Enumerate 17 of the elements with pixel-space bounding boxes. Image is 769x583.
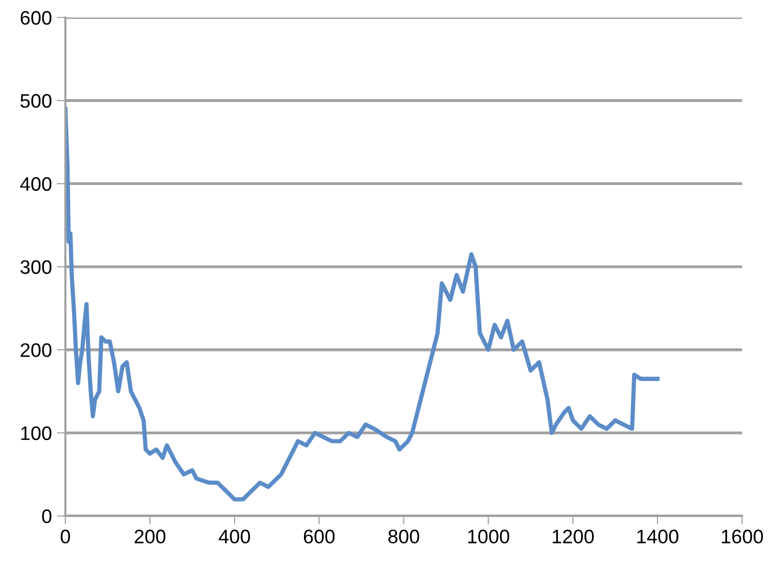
x-tick-label: 400 bbox=[218, 530, 250, 544]
x-tick-label: 1200 bbox=[552, 530, 594, 544]
y-tick-label: 300 bbox=[20, 260, 52, 274]
x-tick-label: 1000 bbox=[468, 530, 510, 544]
y-tick-label: 400 bbox=[20, 177, 52, 191]
x-tick-label: 1600 bbox=[722, 530, 763, 544]
y-tick-label: 600 bbox=[20, 10, 52, 25]
line-series bbox=[65, 106, 660, 502]
x-tick-label: 1400 bbox=[637, 530, 678, 544]
y-tick-label: 500 bbox=[20, 94, 52, 108]
y-tick-label: 100 bbox=[21, 426, 52, 440]
y-tick-label: 200 bbox=[20, 343, 52, 358]
x-tick-label: 200 bbox=[134, 530, 166, 544]
x-tick-label: 0 bbox=[60, 530, 70, 544]
x-tick-label: 600 bbox=[304, 530, 335, 544]
y-tick-label: 0 bbox=[42, 509, 52, 524]
x-tick-label: 800 bbox=[388, 530, 420, 544]
